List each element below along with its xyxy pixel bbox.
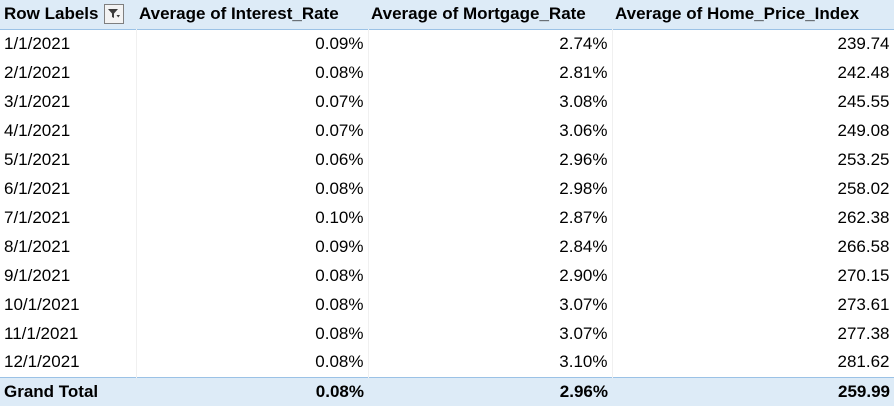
table-row[interactable]: 5/1/2021 0.06% 2.96% 253.25	[0, 145, 894, 174]
home-price-index-cell[interactable]: 258.02	[612, 174, 894, 203]
interest-rate-cell[interactable]: 0.08%	[136, 174, 369, 203]
grand-total-home-price-index[interactable]: 259.99	[838, 381, 890, 401]
home-price-index-cell[interactable]: 245.55	[612, 87, 894, 116]
row-label-cell[interactable]: 8/1/2021	[0, 232, 137, 261]
interest-rate-cell[interactable]: 0.08%	[136, 290, 369, 319]
table-row[interactable]: 11/1/2021 0.08% 3.07% 277.38	[0, 319, 894, 348]
grand-total-interest-rate[interactable]: 0.08%	[315, 381, 364, 401]
interest-rate-cell[interactable]: 0.09%	[136, 232, 369, 261]
mortgage-rate-cell[interactable]: 2.98%	[368, 174, 613, 203]
home-price-index-cell[interactable]: 253.25	[612, 145, 894, 174]
row-label-cell[interactable]: 11/1/2021	[0, 319, 137, 348]
row-label-cell[interactable]: 3/1/2021	[0, 87, 137, 116]
grand-total-label[interactable]: Grand Total	[4, 381, 99, 401]
table-row[interactable]: 7/1/2021 0.10% 2.87% 262.38	[0, 203, 894, 232]
table-row[interactable]: 12/1/2021 0.08% 3.10% 281.62	[0, 348, 894, 377]
filter-dropdown-button[interactable]	[104, 4, 125, 25]
table-row[interactable]: 10/1/2021 0.08% 3.07% 273.61	[0, 290, 894, 319]
row-label-cell[interactable]: 12/1/2021	[0, 348, 137, 377]
table-row[interactable]: 8/1/2021 0.09% 2.84% 266.58	[0, 232, 894, 261]
mortgage-rate-cell[interactable]: 3.08%	[368, 87, 613, 116]
home-price-index-cell[interactable]: 281.62	[612, 348, 894, 377]
pivot-header-row: Row Labels Average of Interest_Rate Aver…	[0, 0, 894, 29]
filter-dropdown-icon	[108, 9, 121, 19]
mortgage-rate-cell[interactable]: 3.07%	[368, 290, 613, 319]
header-mortgage-rate[interactable]: Average of Mortgage_Rate	[371, 4, 586, 24]
row-label-cell[interactable]: 2/1/2021	[0, 58, 137, 87]
header-home-price-index[interactable]: Average of Home_Price_Index	[615, 4, 860, 24]
row-label-cell[interactable]: 5/1/2021	[0, 145, 137, 174]
mortgage-rate-cell[interactable]: 2.74%	[368, 29, 613, 58]
mortgage-rate-cell[interactable]: 2.84%	[368, 232, 613, 261]
home-price-index-cell[interactable]: 262.38	[612, 203, 894, 232]
interest-rate-cell[interactable]: 0.08%	[136, 261, 369, 290]
interest-rate-cell[interactable]: 0.08%	[136, 58, 369, 87]
row-label-cell[interactable]: 4/1/2021	[0, 116, 137, 145]
table-row[interactable]: 1/1/2021 0.09% 2.74% 239.74	[0, 29, 894, 58]
row-label-cell[interactable]: 7/1/2021	[0, 203, 137, 232]
row-label-cell[interactable]: 10/1/2021	[0, 290, 137, 319]
mortgage-rate-cell[interactable]: 2.81%	[368, 58, 613, 87]
interest-rate-cell[interactable]: 0.10%	[136, 203, 369, 232]
home-price-index-cell[interactable]: 273.61	[612, 290, 894, 319]
mortgage-rate-cell[interactable]: 2.96%	[368, 145, 613, 174]
row-label-cell[interactable]: 1/1/2021	[0, 29, 137, 58]
mortgage-rate-cell[interactable]: 2.90%	[368, 261, 613, 290]
mortgage-rate-cell[interactable]: 3.06%	[368, 116, 613, 145]
table-row[interactable]: 6/1/2021 0.08% 2.98% 258.02	[0, 174, 894, 203]
home-price-index-cell[interactable]: 266.58	[612, 232, 894, 261]
mortgage-rate-cell[interactable]: 2.87%	[368, 203, 613, 232]
mortgage-rate-cell[interactable]: 3.07%	[368, 319, 613, 348]
home-price-index-cell[interactable]: 239.74	[612, 29, 894, 58]
row-label-cell[interactable]: 9/1/2021	[0, 261, 137, 290]
table-row[interactable]: 2/1/2021 0.08% 2.81% 242.48	[0, 58, 894, 87]
interest-rate-cell[interactable]: 0.07%	[136, 116, 369, 145]
interest-rate-cell[interactable]: 0.07%	[136, 87, 369, 116]
grand-total-mortgage-rate[interactable]: 2.96%	[559, 381, 608, 401]
home-price-index-cell[interactable]: 270.15	[612, 261, 894, 290]
table-row[interactable]: 9/1/2021 0.08% 2.90% 270.15	[0, 261, 894, 290]
home-price-index-cell[interactable]: 277.38	[612, 319, 894, 348]
table-row[interactable]: 3/1/2021 0.07% 3.08% 245.55	[0, 87, 894, 116]
mortgage-rate-cell[interactable]: 3.10%	[368, 348, 613, 377]
row-labels-header-label: Row Labels	[4, 4, 99, 24]
grand-total-row[interactable]: Grand Total 0.08% 2.96% 259.99	[0, 377, 894, 406]
interest-rate-cell[interactable]: 0.06%	[136, 145, 369, 174]
home-price-index-cell[interactable]: 249.08	[612, 116, 894, 145]
interest-rate-cell[interactable]: 0.09%	[136, 29, 369, 58]
table-row[interactable]: 4/1/2021 0.07% 3.06% 249.08	[0, 116, 894, 145]
header-interest-rate[interactable]: Average of Interest_Rate	[139, 4, 339, 24]
home-price-index-cell[interactable]: 242.48	[612, 58, 894, 87]
row-labels-header[interactable]: Row Labels	[0, 0, 136, 29]
interest-rate-cell[interactable]: 0.08%	[136, 319, 369, 348]
row-label-cell[interactable]: 6/1/2021	[0, 174, 137, 203]
interest-rate-cell[interactable]: 0.08%	[136, 348, 369, 377]
